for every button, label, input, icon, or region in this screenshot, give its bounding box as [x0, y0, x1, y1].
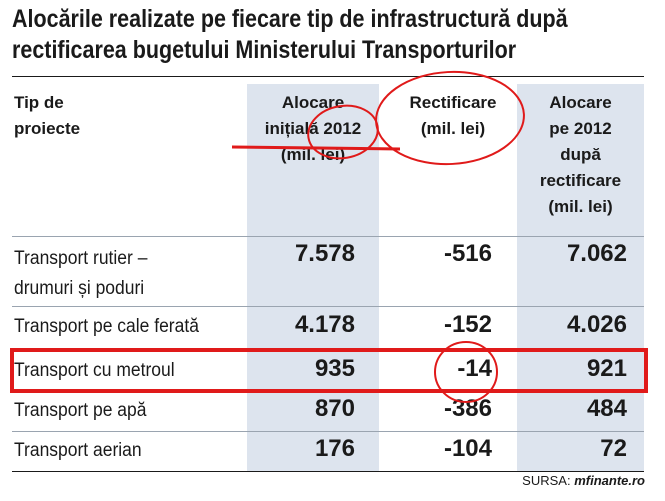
header-alocare-initiala: Alocare inițială 2012 (mil. lei) [264, 93, 362, 164]
title-line-1: Alocările realizate pe fiecare tip de in… [12, 5, 568, 33]
cell-final: 4.026 [566, 311, 627, 338]
cell-rectificare: -386 [443, 395, 492, 422]
cell-rectificare: -516 [443, 240, 492, 267]
row-label-metrou: Transport cu metroul [14, 360, 175, 381]
cell-rectificare: -14 [457, 355, 492, 382]
cell-final: 484 [586, 395, 627, 422]
source-credit: SURSA: mfinante.ro [522, 473, 645, 488]
row-label-aerian: Transport aerian [14, 440, 142, 461]
page-title: Alocările realizate pe fiecare tip de in… [12, 4, 568, 66]
cell-initial: 7.578 [294, 240, 355, 267]
title-divider [12, 76, 644, 77]
row-divider [12, 306, 644, 307]
row-label-rutier: Transport rutier – drumuri și poduri [14, 248, 148, 299]
cell-initial: 176 [314, 435, 355, 462]
source-prefix: SURSA: [522, 473, 571, 488]
row-divider [12, 236, 644, 237]
table-bottom-rule [12, 471, 644, 472]
row-label-apa: Transport pe apă [14, 400, 147, 421]
cell-initial: 4.178 [294, 311, 355, 338]
shade-col-final [517, 84, 644, 472]
header-rectificare: Rectificare (mil. lei) [409, 93, 497, 138]
row-divider [12, 349, 644, 350]
header-tip-proiecte: Tip de proiecte [14, 93, 81, 138]
row-divider [12, 431, 644, 432]
cell-final: 7.062 [566, 240, 627, 267]
cell-rectificare: -152 [443, 311, 492, 338]
header-alocare-dupa: Alocare pe 2012 după rectificare (mil. l… [539, 93, 622, 216]
row-label-feroviar: Transport pe cale ferată [14, 316, 199, 337]
cell-final: 72 [600, 435, 627, 462]
source-site: mfinante.ro [574, 473, 645, 488]
cell-rectificare: -104 [443, 435, 492, 462]
cell-initial: 870 [314, 395, 355, 422]
cell-initial: 935 [314, 355, 355, 382]
title-line-2: rectificarea bugetului Ministerului Tran… [12, 36, 517, 64]
row-divider [12, 391, 644, 392]
cell-final: 921 [586, 355, 627, 382]
